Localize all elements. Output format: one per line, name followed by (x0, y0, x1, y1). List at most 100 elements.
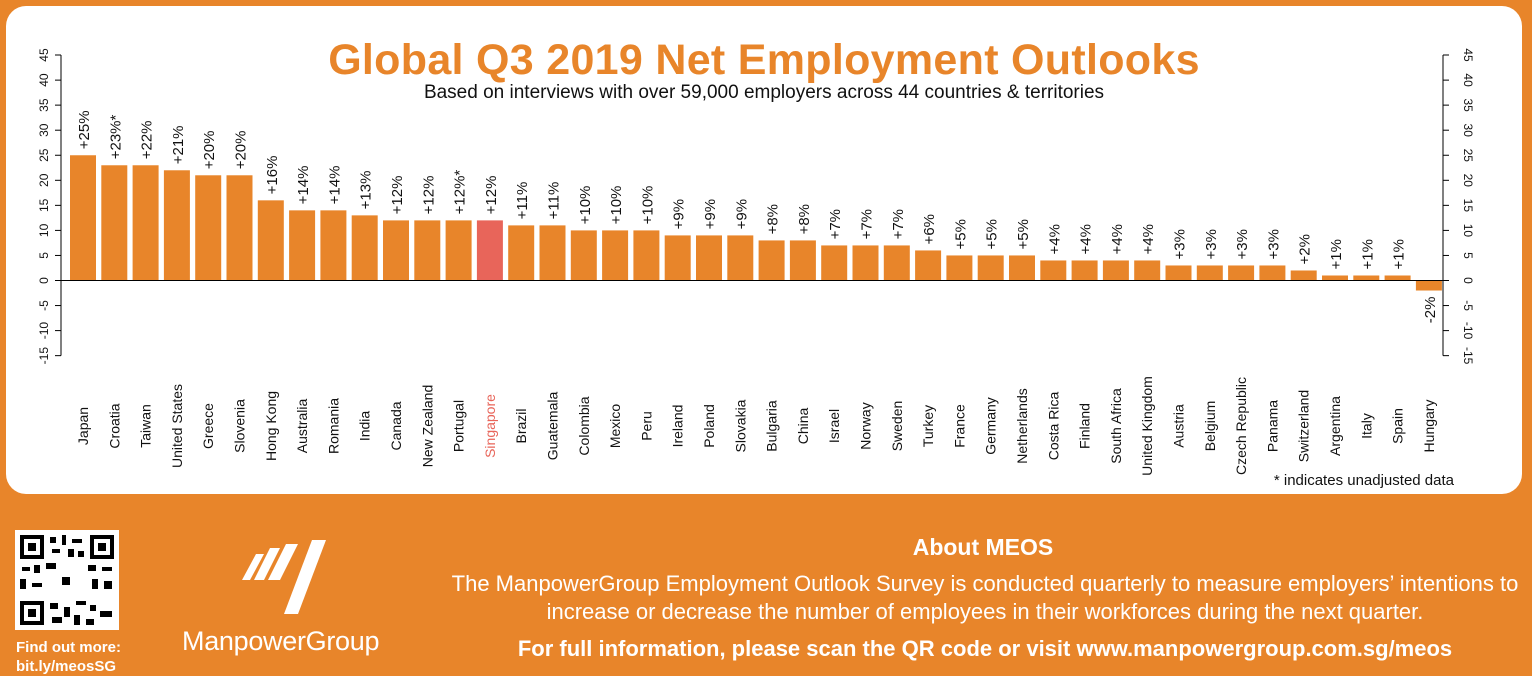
y-tick-label-left: 25 (37, 148, 51, 162)
data-label: +3% (1203, 229, 1220, 259)
data-label: +11% (546, 182, 563, 220)
bar (1259, 265, 1286, 281)
data-label: +12% (420, 176, 437, 215)
category-label: India (357, 411, 373, 442)
y-tick-label-right: -15 (1461, 347, 1475, 365)
y-tick-label-right: 35 (1461, 98, 1475, 112)
category-label: Slovenia (232, 399, 248, 453)
bar (727, 235, 754, 281)
bar (1353, 275, 1380, 281)
bar (1290, 270, 1317, 281)
category-label: South Africa (1108, 388, 1124, 464)
data-label: +4% (1078, 224, 1095, 254)
data-label: +5% (1015, 219, 1032, 249)
data-label: +6% (921, 214, 938, 244)
category-label: Poland (701, 404, 717, 448)
bar (1165, 265, 1192, 281)
bar (445, 220, 472, 281)
bar (1322, 275, 1348, 281)
bar (195, 175, 222, 281)
bar (1071, 260, 1098, 281)
data-label: +8% (796, 204, 813, 234)
category-label: France (951, 404, 967, 448)
short-url-link[interactable]: bit.ly/meosSG (16, 658, 117, 675)
category-label: Peru (638, 411, 654, 441)
chart-title: Global Q3 2019 Net Employment Outlooks (328, 36, 1200, 84)
bar (320, 210, 347, 281)
category-label: Hong Kong (263, 391, 279, 461)
data-label: +10% (608, 186, 625, 225)
chart-footnote: * indicates unadjusted data (1273, 472, 1454, 489)
find-out-label: Find out more: (16, 639, 121, 656)
data-label: +12%* (452, 170, 469, 215)
about-title: About MEOS (912, 534, 1054, 560)
bar-chart: -15 -15 -10 -10 -5 -5 0 0 5 5 10 10 15 15 20 20 25 25 30 30… (37, 48, 1475, 476)
category-label: Costa Rica (1045, 392, 1061, 461)
category-label: Guatemala (545, 392, 561, 461)
data-label: +10% (639, 186, 656, 225)
bar (915, 250, 942, 281)
data-label: +4% (1140, 224, 1157, 254)
bar (539, 225, 566, 281)
data-label: +13% (358, 171, 375, 210)
data-label: +1% (1359, 239, 1376, 269)
category-label: Japan (75, 407, 91, 445)
y-tick-label-left: 40 (37, 73, 51, 87)
data-label: +1% (1328, 239, 1345, 269)
bar (101, 165, 128, 281)
y-tick-label-right: 30 (1461, 124, 1475, 138)
data-label: +9% (671, 199, 688, 229)
category-label: Portugal (451, 400, 467, 452)
y-tick-label-right: -10 (1461, 322, 1475, 340)
y-tick-label-left: 10 (37, 223, 51, 237)
y-tick-label-right: 10 (1461, 224, 1475, 238)
qr-code[interactable] (15, 530, 119, 630)
data-label: +20% (201, 130, 218, 169)
category-label: Finland (1077, 403, 1093, 449)
manpowergroup-logo-icon (242, 540, 326, 614)
data-label: +14% (326, 166, 343, 205)
about-text: The ManpowerGroup Employment Outlook Sur… (451, 571, 1519, 624)
data-label: +22% (139, 120, 156, 159)
bar (570, 230, 597, 281)
data-label: +7% (859, 209, 876, 239)
data-label: +7% (827, 209, 844, 239)
category-label: Turkey (920, 405, 936, 447)
data-label: +4% (1046, 224, 1063, 254)
y-tick-label-right: -5 (1461, 300, 1475, 311)
data-label: +12% (389, 176, 406, 215)
category-label: Netherlands (1014, 388, 1030, 464)
data-label: +2% (1297, 234, 1314, 264)
y-tick-label-right: 0 (1461, 277, 1475, 284)
bar (257, 200, 284, 281)
category-label: New Zealand (419, 385, 435, 468)
y-tick-label-left: -5 (37, 300, 51, 311)
data-label: +5% (952, 219, 969, 249)
category-label: Norway (858, 402, 874, 449)
y-tick-label-left: 5 (37, 252, 51, 259)
bar (132, 165, 159, 281)
bar (476, 220, 503, 281)
data-label: +4% (1109, 224, 1126, 254)
y-tick-label-right: 25 (1461, 149, 1475, 163)
brand-name: ManpowerGroup (182, 626, 380, 656)
category-label: Taiwan (138, 404, 154, 448)
bar (1102, 260, 1129, 281)
data-label: +5% (984, 219, 1001, 249)
category-label: Hungary (1421, 400, 1437, 453)
category-label: United Kingdom (1139, 376, 1155, 476)
category-label: Switzerland (1296, 390, 1312, 462)
category-label: Colombia (576, 396, 592, 455)
category-label: Greece (200, 403, 216, 449)
category-label: Canada (388, 401, 404, 450)
category-label: Romania (325, 398, 341, 454)
data-label: +10% (577, 186, 594, 225)
find-out-more: Find out more: bit.ly/meosSG (16, 638, 121, 676)
category-label: Slovakia (732, 399, 748, 452)
data-label: +9% (733, 199, 750, 229)
category-label: Italy (1358, 413, 1374, 439)
bar (1040, 260, 1067, 281)
y-tick-label-right: 40 (1461, 73, 1475, 87)
y-tick-label-left: 0 (37, 277, 51, 284)
footer: Find out more: bit.ly/meosSG ManpowerGro… (0, 494, 1532, 675)
